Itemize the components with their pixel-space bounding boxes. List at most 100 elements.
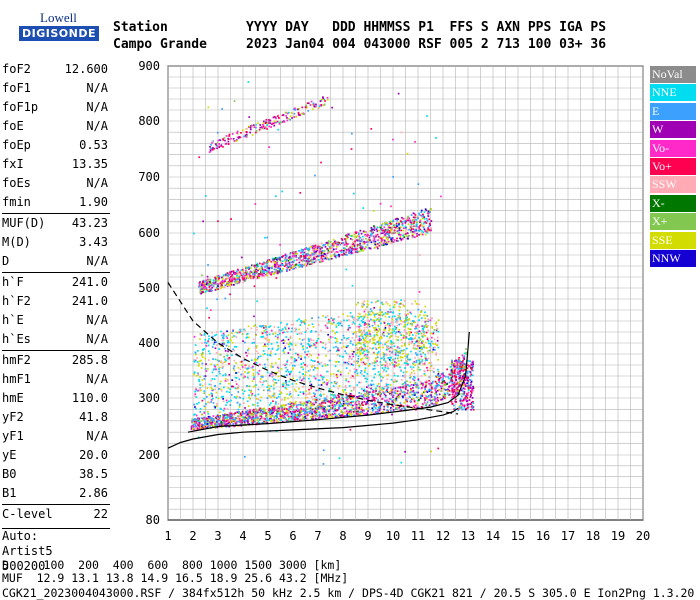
- echo-point: [305, 406, 308, 409]
- echo-point: [460, 376, 463, 378]
- echo-point: [405, 397, 408, 399]
- echo-point: [470, 394, 472, 396]
- echo-point: [362, 348, 365, 351]
- echo-point: [291, 417, 293, 420]
- echo-point: [278, 390, 281, 392]
- echo-point: [395, 331, 398, 333]
- echo-point: [441, 379, 444, 381]
- echo-point: [417, 366, 420, 369]
- echo-point: [248, 394, 250, 397]
- echo-point: [244, 371, 246, 373]
- echo-point: [418, 326, 420, 328]
- echo-point: [280, 405, 282, 407]
- echo-point: [272, 393, 275, 395]
- echo-point: [284, 258, 286, 261]
- echo-point: [204, 281, 206, 284]
- echo-point: [340, 237, 343, 240]
- echo-point: [289, 335, 292, 338]
- echo-point: [398, 309, 401, 312]
- echo-point: [240, 414, 243, 417]
- parameter-value: N/A: [86, 313, 108, 327]
- echo-point: [431, 327, 434, 329]
- echo-point: [357, 339, 359, 341]
- echo-point: [432, 367, 435, 370]
- echo-point: [416, 386, 419, 389]
- echo-point: [370, 412, 373, 414]
- echo-point: [337, 253, 340, 256]
- echo-point: [463, 405, 466, 408]
- echo-point: [239, 412, 242, 415]
- echo-point: [382, 331, 385, 334]
- echo-point: [223, 419, 225, 422]
- echo-point: [404, 388, 407, 390]
- echo-point: [290, 395, 293, 398]
- echo-point: [465, 348, 467, 350]
- echo-point: [472, 360, 474, 363]
- echo-point: [281, 411, 284, 414]
- echo-point: [425, 341, 427, 344]
- echo-point: [422, 340, 424, 342]
- echo-point: [205, 424, 207, 427]
- echo-point: [444, 396, 447, 399]
- echo-point: [437, 384, 439, 386]
- echo-point: [350, 404, 352, 406]
- echo-point: [321, 405, 324, 408]
- echo-point: [412, 320, 415, 323]
- echo-point: [349, 326, 351, 329]
- echo-point: [226, 337, 229, 339]
- echo-point: [426, 232, 429, 234]
- echo-point: [275, 397, 278, 399]
- echo-point: [355, 250, 358, 253]
- parameter-row: hmE 110.0: [2, 389, 110, 408]
- echo-point: [384, 325, 387, 327]
- echo-point: [304, 415, 306, 418]
- echo-point: [195, 387, 197, 390]
- echo-point: [372, 409, 374, 412]
- echo-point: [211, 371, 214, 374]
- echo-point: [329, 359, 331, 362]
- echo-point: [225, 414, 228, 416]
- echo-point: [309, 338, 312, 340]
- echo-point: [262, 381, 264, 384]
- echo-point: [224, 423, 227, 426]
- echo-point: [289, 401, 292, 403]
- echo-point: [364, 315, 366, 318]
- echo-point: [330, 257, 333, 260]
- echo-point: [335, 256, 337, 259]
- echo-point: [409, 366, 412, 368]
- echo-point: [386, 378, 389, 381]
- echo-point: [339, 394, 341, 396]
- echo-point: [349, 355, 351, 358]
- echo-point: [366, 303, 369, 305]
- echo-point: [278, 330, 280, 332]
- echo-point: [347, 353, 350, 356]
- echo-point: [245, 420, 248, 423]
- echo-point: [394, 390, 397, 392]
- echo-point: [284, 253, 287, 256]
- echo-point: [356, 399, 359, 402]
- echo-point: [242, 271, 244, 273]
- echo-point: [454, 368, 457, 371]
- echo-point: [327, 380, 330, 383]
- echo-point: [436, 398, 439, 401]
- echo-point: [235, 397, 237, 399]
- echo-point: [305, 393, 308, 396]
- echo-point: [399, 368, 402, 371]
- echo-point: [239, 418, 241, 420]
- echo-point: [331, 402, 334, 405]
- echo-point: [463, 384, 466, 387]
- echo-point: [449, 385, 452, 387]
- echo-point: [374, 326, 377, 329]
- echo-point: [386, 346, 389, 349]
- echo-point: [205, 403, 207, 405]
- echo-point: [319, 390, 322, 393]
- echo-point: [250, 422, 253, 424]
- echo-point: [228, 421, 231, 424]
- echo-point: [328, 321, 330, 324]
- echo-point: [308, 393, 311, 395]
- echo-point: [272, 400, 274, 403]
- echo-point: [363, 310, 366, 313]
- echo-point: [436, 384, 439, 387]
- echo-point: [345, 392, 348, 394]
- echo-point: [449, 380, 452, 383]
